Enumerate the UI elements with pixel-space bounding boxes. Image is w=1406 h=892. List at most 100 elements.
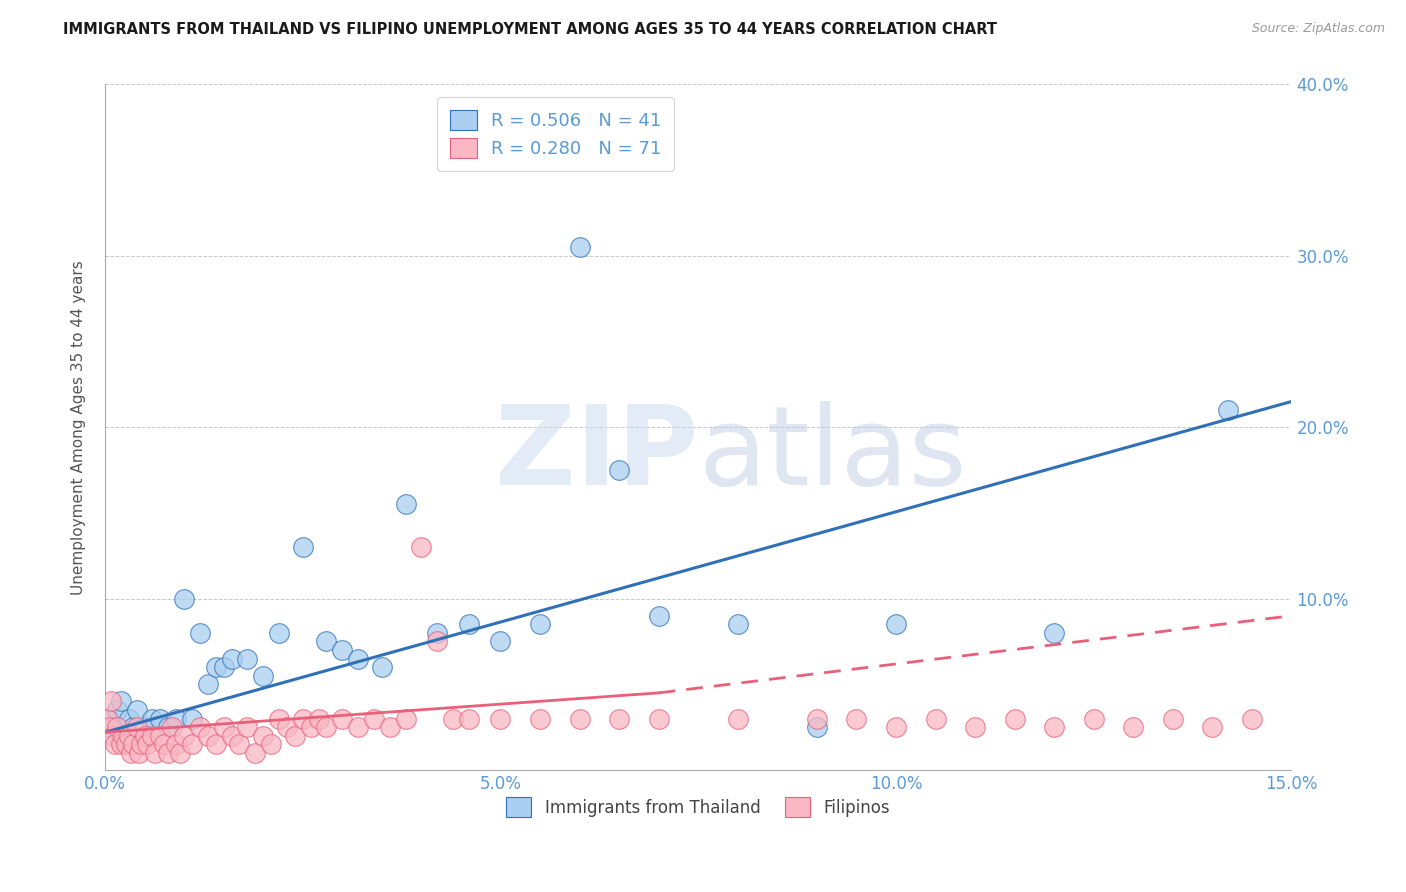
Point — [197, 729, 219, 743]
Point — [236, 720, 259, 734]
Point — [101, 720, 124, 734]
Point — [1043, 626, 1066, 640]
Point — [529, 617, 551, 632]
Point — [426, 634, 449, 648]
Point — [267, 626, 290, 640]
Point — [173, 729, 195, 743]
Point — [221, 651, 243, 665]
Point — [529, 712, 551, 726]
Point — [104, 737, 127, 751]
Point — [188, 626, 211, 640]
Point — [347, 651, 370, 665]
Point — [371, 660, 394, 674]
Point — [228, 737, 250, 751]
Point — [149, 712, 172, 726]
Point — [1122, 720, 1144, 734]
Point — [160, 720, 183, 734]
Point — [426, 626, 449, 640]
Point — [394, 497, 416, 511]
Point — [330, 643, 353, 657]
Point — [149, 729, 172, 743]
Point — [1004, 712, 1026, 726]
Point — [212, 660, 235, 674]
Point — [845, 712, 868, 726]
Point — [315, 634, 337, 648]
Point — [330, 712, 353, 726]
Point — [110, 737, 132, 751]
Point — [97, 712, 120, 726]
Point — [165, 737, 187, 751]
Point — [489, 634, 512, 648]
Point — [489, 712, 512, 726]
Point — [806, 720, 828, 734]
Point — [727, 617, 749, 632]
Point — [1240, 712, 1263, 726]
Point — [299, 720, 322, 734]
Point — [411, 540, 433, 554]
Point — [806, 712, 828, 726]
Point — [291, 540, 314, 554]
Point — [267, 712, 290, 726]
Point — [204, 737, 226, 751]
Point — [118, 729, 141, 743]
Text: Source: ZipAtlas.com: Source: ZipAtlas.com — [1251, 22, 1385, 36]
Point — [197, 677, 219, 691]
Point — [924, 712, 946, 726]
Point — [143, 746, 166, 760]
Point — [105, 703, 128, 717]
Point — [252, 729, 274, 743]
Point — [157, 720, 180, 734]
Point — [347, 720, 370, 734]
Point — [457, 617, 479, 632]
Point — [315, 720, 337, 734]
Point — [153, 737, 176, 751]
Point — [181, 737, 204, 751]
Point — [105, 720, 128, 734]
Point — [965, 720, 987, 734]
Text: atlas: atlas — [699, 401, 967, 508]
Point — [1161, 712, 1184, 726]
Point — [96, 712, 118, 726]
Point — [114, 729, 136, 743]
Point — [1201, 720, 1223, 734]
Point — [647, 608, 669, 623]
Point — [221, 729, 243, 743]
Point — [134, 720, 156, 734]
Text: ZIP: ZIP — [495, 401, 699, 508]
Point — [122, 737, 145, 751]
Point — [181, 712, 204, 726]
Point — [441, 712, 464, 726]
Point — [131, 737, 153, 751]
Point — [125, 720, 148, 734]
Point — [245, 746, 267, 760]
Point — [568, 712, 591, 726]
Point — [363, 712, 385, 726]
Point — [1083, 712, 1105, 726]
Point — [118, 712, 141, 726]
Point — [291, 712, 314, 726]
Point — [134, 729, 156, 743]
Point — [125, 703, 148, 717]
Point — [173, 591, 195, 606]
Point — [884, 617, 907, 632]
Text: IMMIGRANTS FROM THAILAND VS FILIPINO UNEMPLOYMENT AMONG AGES 35 TO 44 YEARS CORR: IMMIGRANTS FROM THAILAND VS FILIPINO UNE… — [63, 22, 997, 37]
Point — [647, 712, 669, 726]
Point — [607, 463, 630, 477]
Point — [204, 660, 226, 674]
Point — [260, 737, 283, 751]
Point — [1218, 403, 1240, 417]
Point — [98, 720, 121, 734]
Legend: Immigrants from Thailand, Filipinos: Immigrants from Thailand, Filipinos — [499, 791, 897, 823]
Point — [120, 746, 142, 760]
Point — [157, 746, 180, 760]
Point — [121, 720, 143, 734]
Point — [457, 712, 479, 726]
Y-axis label: Unemployment Among Ages 35 to 44 years: Unemployment Among Ages 35 to 44 years — [72, 260, 86, 595]
Point — [308, 712, 330, 726]
Point — [727, 712, 749, 726]
Point — [394, 712, 416, 726]
Point — [100, 694, 122, 708]
Point — [252, 669, 274, 683]
Point — [1043, 720, 1066, 734]
Point — [276, 720, 298, 734]
